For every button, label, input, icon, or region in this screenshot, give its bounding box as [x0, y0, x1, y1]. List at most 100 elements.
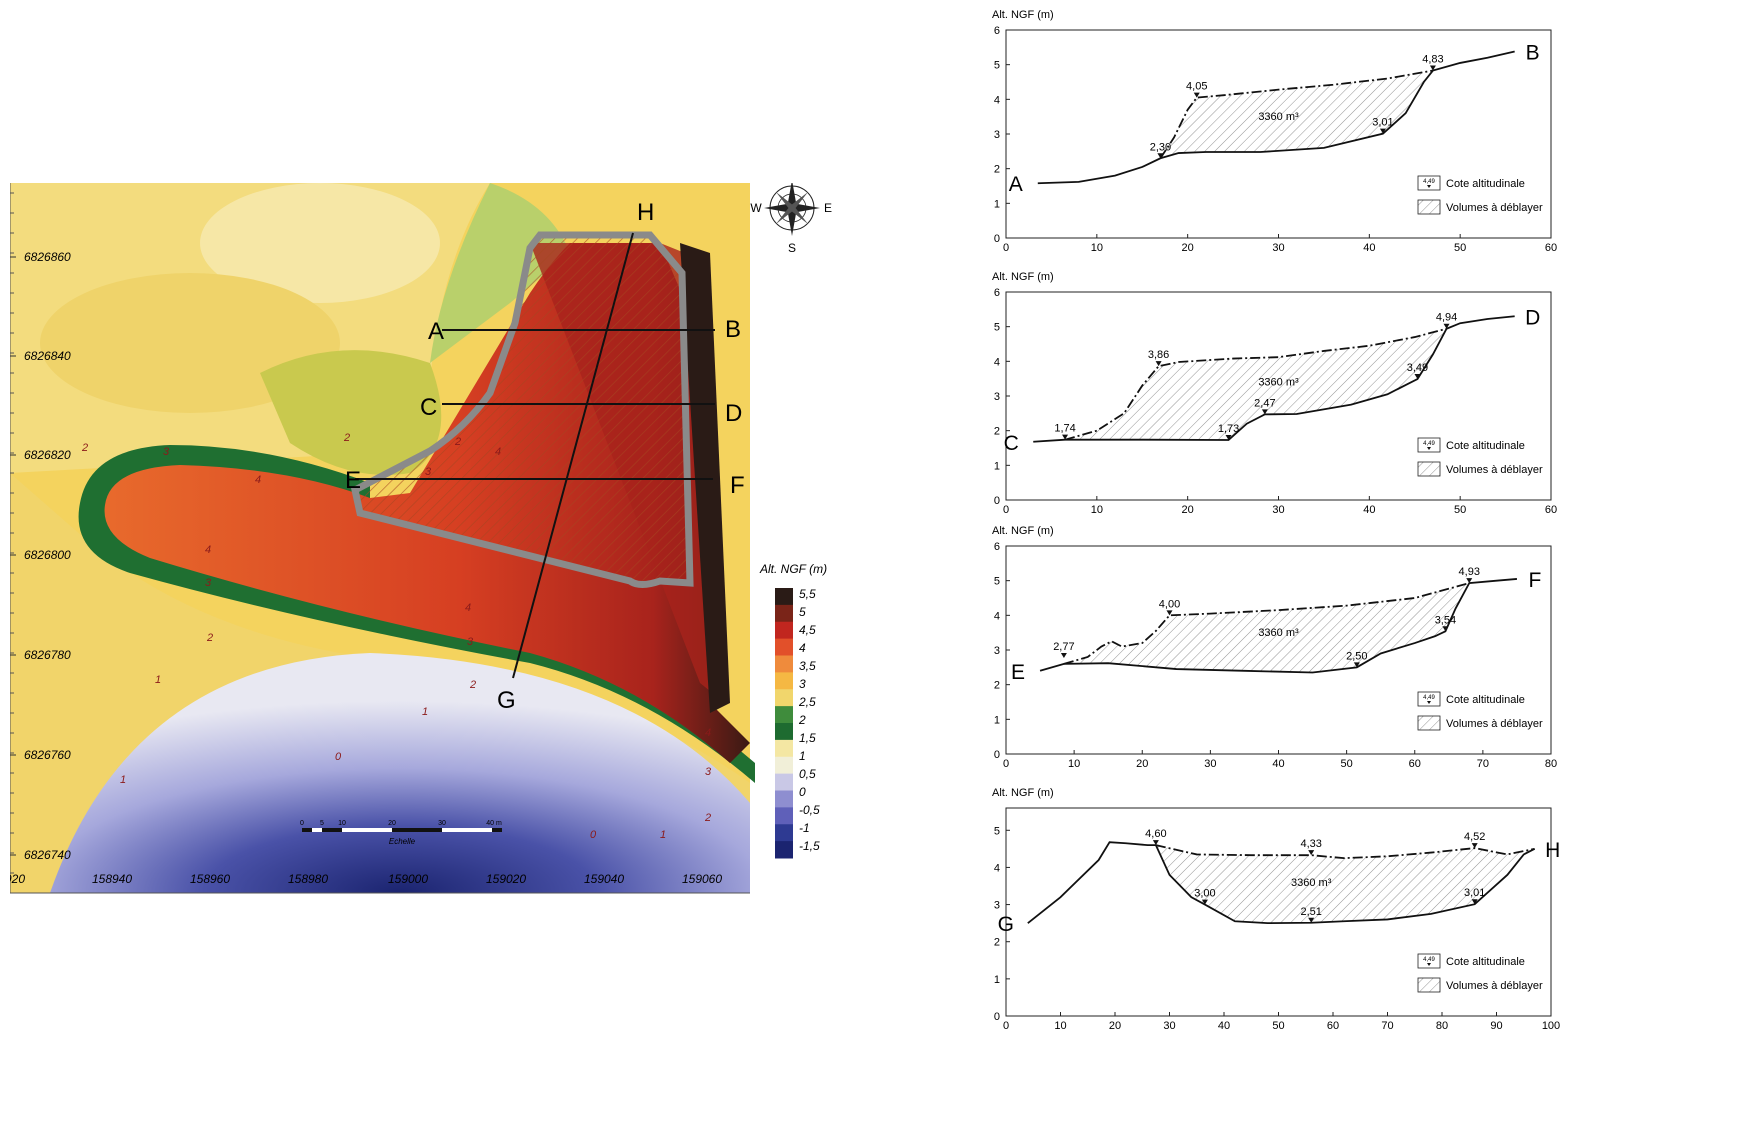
elevation-marker — [1443, 323, 1450, 329]
profile-y-tick-label: 4 — [994, 610, 1000, 622]
scale-tick-label: 20 — [388, 820, 396, 827]
legend-marker-sample: 4,49 — [1423, 695, 1435, 701]
profile-y-tick-label: 0 — [994, 1011, 1000, 1023]
legend-volume-label: Volumes à déblayer — [1446, 202, 1543, 214]
deposit-top-line — [1155, 844, 1535, 860]
contour-label: 2 — [206, 632, 213, 644]
elevation-marker-label: 2,50 — [1346, 650, 1367, 662]
elevation-marker — [1471, 843, 1478, 849]
legend-swatch — [775, 621, 793, 640]
profile-start-letter: G — [998, 913, 1014, 936]
legend-marker-sample: 4,49 — [1423, 179, 1435, 185]
contour-label: 1 — [120, 774, 126, 786]
volume-label: 3360 m³ — [1291, 877, 1332, 889]
elevation-marker-label: 1,74 — [1054, 423, 1075, 435]
map-x-tick-label: 159040 — [584, 872, 624, 886]
ground-profile-line — [1033, 315, 1515, 443]
profile-x-tick-label: 30 — [1272, 504, 1284, 516]
profile-y-tick-label: 5 — [994, 576, 1000, 588]
elevation-marker-label: 4,05 — [1186, 81, 1207, 93]
contour-label: 3 — [163, 446, 170, 458]
map-x-tick-label: 158940 — [92, 872, 132, 886]
profile-y-tick-label: 6 — [994, 541, 1000, 553]
profile-y-tick-label: 3 — [994, 391, 1000, 403]
volume-label: 3360 m³ — [1258, 377, 1299, 389]
scale-tick-label: 0 — [300, 820, 304, 827]
profile-x-tick-label: 70 — [1381, 1020, 1393, 1032]
elevation-marker-label: 1,73 — [1218, 423, 1239, 435]
elevation-marker-label: 4,52 — [1464, 831, 1485, 843]
legend-label: 5,5 — [799, 587, 816, 601]
legend-swatch — [775, 790, 793, 808]
legend-swatch — [775, 655, 793, 673]
legend-label: 4,5 — [799, 623, 816, 637]
elevation-marker-label: 4,94 — [1436, 312, 1457, 324]
map-y-tick-label: 6826780 — [24, 648, 71, 662]
section-lines: A B C D E F G H — [345, 199, 745, 714]
elevation-marker — [1379, 128, 1386, 134]
profile-y-title: Alt. NGF (m) — [992, 271, 1054, 283]
compass-east: E — [824, 201, 832, 215]
map-y-tick-label: 6826860 — [24, 250, 71, 264]
map-x-tick-label: 158980 — [288, 872, 328, 886]
legend-volume-swatch — [1417, 461, 1441, 477]
profile-y-tick-label: 1 — [994, 460, 1000, 472]
elevation-legend: Alt. NGF (m) 5,5 5 4,5 4 3,5 3 2,5 2 1,5 1 0,5 0 -0,… — [759, 562, 827, 859]
profile-y-tick-label: 1 — [994, 714, 1000, 726]
contour-label: 4 — [255, 474, 261, 486]
scale-caption: Echelle — [389, 837, 416, 846]
contour-label: 1 — [155, 674, 161, 686]
profile-x-tick-label: 0 — [1003, 758, 1009, 770]
elevation-marker-label: 3,00 — [1194, 888, 1215, 900]
profile-x-tick-label: 40 — [1363, 504, 1375, 516]
profile-y-title: Alt. NGF (m) — [992, 525, 1054, 537]
legend-label: 0,5 — [799, 767, 816, 781]
legend-swatch — [775, 723, 793, 741]
map-x-axis: 920 158940 158960 158980 159000 159020 159040 1… — [5, 872, 722, 886]
elevation-marker-label: 3,01 — [1372, 117, 1393, 129]
contour-label: 1 — [660, 829, 666, 841]
legend-swatch — [775, 706, 793, 724]
profile-y-tick-label: 5 — [994, 60, 1000, 72]
profile-y-tick-label: 0 — [994, 749, 1000, 761]
profile-y-tick-label: 3 — [994, 129, 1000, 141]
elevation-marker — [1201, 899, 1208, 905]
profile-x-tick-label: 30 — [1272, 242, 1284, 254]
legend-label: -1,5 — [799, 839, 820, 853]
compass-rose: N S E W — [750, 167, 832, 255]
elevation-marker — [1152, 840, 1159, 846]
elevation-marker-label: 4,83 — [1422, 54, 1443, 66]
profile-y-tick-label: 2 — [994, 426, 1000, 438]
legend-label: 1,5 — [799, 731, 816, 745]
cross-section-profiles: Alt. NGF (m) 0 10 20 30 40 50 60 0 1 2 3 4 5 6 2,30 4,05… — [940, 0, 1746, 1139]
legend-marker-label: Cote altitudinale — [1446, 694, 1525, 706]
legend-swatch — [775, 824, 793, 842]
section-letter-d: D — [725, 400, 742, 427]
profile-y-tick-label: 5 — [994, 322, 1000, 334]
legend-marker-sample: 4,49 — [1423, 441, 1435, 447]
elevation-marker-label: 4,93 — [1459, 566, 1480, 578]
legend-volume-label: Volumes à déblayer — [1446, 980, 1543, 992]
profile-g-h: Alt. NGF (m) 0 10 20 30 40 50 60 70 80 90 100 0 1 2 3 4 5… — [992, 787, 1560, 1032]
map-canvas: 6826860 6826840 6826820 6826800 6826780 68267… — [5, 167, 832, 894]
profile-x-tick-label: 100 — [1542, 1020, 1560, 1032]
legend-label: 2,5 — [798, 695, 816, 709]
compass-south: S — [788, 241, 796, 255]
volume-area — [1063, 583, 1470, 673]
profile-a-b: Alt. NGF (m) 0 10 20 30 40 50 60 0 1 2 3 4 5 6 2,30 4,05… — [992, 9, 1557, 254]
legend-label: 0 — [799, 785, 806, 799]
volume-area — [1155, 845, 1535, 924]
profile-y-tick-label: 3 — [994, 900, 1000, 912]
elevation-marker — [1442, 626, 1449, 632]
legend-swatch — [775, 604, 793, 623]
profile-x-tick-label: 50 — [1341, 758, 1353, 770]
profile-x-tick-label: 40 — [1363, 242, 1375, 254]
profile-x-tick-label: 70 — [1477, 758, 1489, 770]
elevation-marker — [1308, 917, 1315, 923]
profile-x-tick-label: 20 — [1182, 504, 1194, 516]
profile-y-tick-label: 0 — [994, 233, 1000, 245]
profile-x-tick-label: 40 — [1218, 1020, 1230, 1032]
profile-y-tick-label: 0 — [994, 495, 1000, 507]
map-y-tick-label: 6826760 — [24, 748, 71, 762]
elevation-marker-label: 2,47 — [1254, 397, 1275, 409]
